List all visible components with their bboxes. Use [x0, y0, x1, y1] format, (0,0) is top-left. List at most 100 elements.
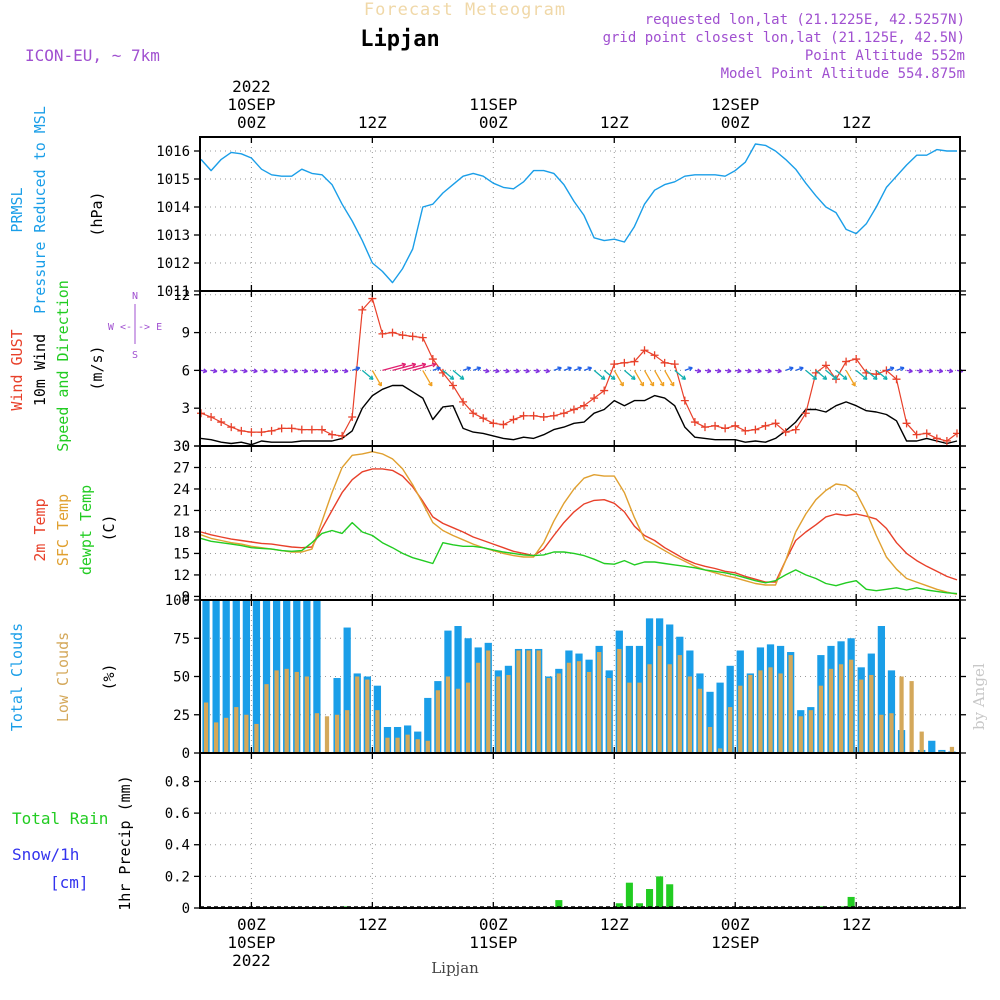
wind-arrow-head — [799, 366, 804, 372]
wind-arrow — [603, 369, 616, 380]
low-cloud-bar — [768, 667, 773, 753]
gust-marker — [660, 358, 669, 367]
gust-marker — [257, 428, 266, 437]
y-tick-label: 1016 — [156, 144, 190, 160]
low-cloud-bar — [244, 714, 249, 753]
low-cloud-bar — [677, 655, 682, 753]
low-cloud-bar — [576, 661, 582, 753]
wind-arrow-head — [851, 381, 856, 387]
x-label-top: 2022 — [232, 77, 271, 96]
series-dewpt-temp — [200, 521, 958, 595]
wind-arrow — [613, 370, 624, 387]
low-cloud-bar — [949, 746, 955, 753]
gust-marker — [237, 426, 246, 435]
ylabel-hpa: (hPa) — [88, 191, 106, 236]
gust-marker — [499, 420, 508, 429]
low-cloud-bar — [496, 676, 501, 753]
point-altitude: Point Altitude 552m — [805, 48, 965, 64]
gust-marker — [821, 361, 830, 370]
low-cloud-bar — [264, 684, 269, 753]
compass-north: N — [132, 291, 138, 302]
header-supertitle: Forecast Meteogram — [364, 0, 566, 20]
wind-arrow-head — [832, 375, 838, 381]
wind-arrow — [845, 370, 856, 387]
wind-arrow — [815, 369, 828, 380]
wind-arrow — [442, 369, 455, 380]
gust-marker — [892, 375, 901, 384]
low-cloud-bar — [365, 679, 370, 753]
low-cloud-bar — [435, 690, 440, 753]
y-tick-label: 9 — [182, 589, 190, 605]
x-label-top: 12SEP — [711, 95, 759, 114]
gust-marker — [408, 332, 417, 341]
wind-arrow-head — [263, 368, 268, 374]
low-cloud-bar — [909, 681, 914, 753]
x-label-bottom: 10SEP — [227, 933, 275, 952]
gust-marker — [569, 405, 578, 414]
wind-arrow-head — [323, 368, 329, 374]
model-label: ICON-EU, ~ 7km — [25, 46, 160, 65]
gust-marker — [922, 429, 931, 438]
gust-marker — [549, 411, 558, 420]
gust-marker — [448, 381, 457, 390]
series-sfc-temp — [200, 451, 958, 595]
wind-arrow-head — [368, 375, 374, 381]
x-label-bottom: 12Z — [358, 915, 387, 934]
y-tick-label: 12 — [173, 568, 190, 584]
gust-marker — [378, 329, 387, 338]
low-cloud-bar — [375, 710, 380, 753]
bottom-station-label: Lipjan — [431, 959, 479, 977]
wind-arrow-head — [681, 375, 687, 381]
gust-marker — [398, 331, 407, 340]
y-tick-label: 0 — [182, 439, 190, 455]
wind-arrow-head — [862, 375, 868, 381]
wind-arrow — [593, 369, 606, 380]
total-cloud-bar — [877, 626, 886, 753]
gust-marker — [348, 413, 357, 422]
y-tick-label: 100 — [165, 593, 190, 609]
low-cloud-bar — [859, 679, 864, 753]
gust-marker — [650, 351, 659, 360]
y-tick-label: 0.8 — [165, 774, 190, 790]
low-cloud-bar — [546, 678, 551, 753]
low-cloud-bar — [516, 650, 521, 753]
total-cloud-bar — [887, 670, 896, 753]
low-cloud-bar — [687, 676, 692, 753]
wind-arrow-head — [401, 362, 407, 368]
gust-marker — [489, 419, 498, 428]
low-cloud-bar — [707, 726, 713, 753]
gust-marker — [902, 419, 911, 428]
gust-marker — [711, 421, 720, 430]
wind-arrow-head — [273, 368, 278, 374]
ylabel-gust: Wind GUST — [8, 329, 26, 410]
ylabel-percent: (%) — [100, 663, 118, 690]
low-cloud-bar — [667, 664, 672, 753]
ylabel-low-clouds: Low Clouds — [54, 632, 72, 722]
wind-arrow — [392, 363, 416, 372]
low-cloud-bar — [536, 650, 541, 753]
gust-marker — [217, 418, 226, 427]
precip-bar — [615, 903, 623, 908]
y-tick-label: 0.6 — [165, 806, 190, 822]
low-cloud-bar — [455, 688, 461, 753]
requested-coords: requested lon,lat (21.1225E, 42.5257N) — [645, 12, 965, 28]
x-label-top: 10SEP — [227, 95, 275, 114]
gust-marker — [630, 357, 639, 366]
wind-arrow-head — [918, 368, 923, 374]
wind-arrow-head — [659, 381, 665, 387]
gust-marker — [197, 409, 206, 418]
total-cloud-bar — [313, 600, 321, 753]
legend-snow: Snow/1h — [12, 845, 79, 864]
ylabel-sfc-temp: SFC Temp — [54, 494, 72, 566]
low-cloud-bar — [818, 685, 824, 753]
x-label-top: 12Z — [358, 113, 387, 132]
gust-marker — [791, 425, 800, 434]
y-tick-label: 12 — [173, 288, 190, 304]
gust-marker — [721, 424, 730, 433]
x-label-top: 11SEP — [469, 95, 517, 114]
wind-arrow — [674, 369, 686, 380]
wind-arrow-head — [889, 366, 895, 372]
y-tick-label: 1015 — [156, 172, 190, 188]
precip-bar — [656, 876, 664, 908]
x-label-top: 00Z — [721, 113, 750, 132]
